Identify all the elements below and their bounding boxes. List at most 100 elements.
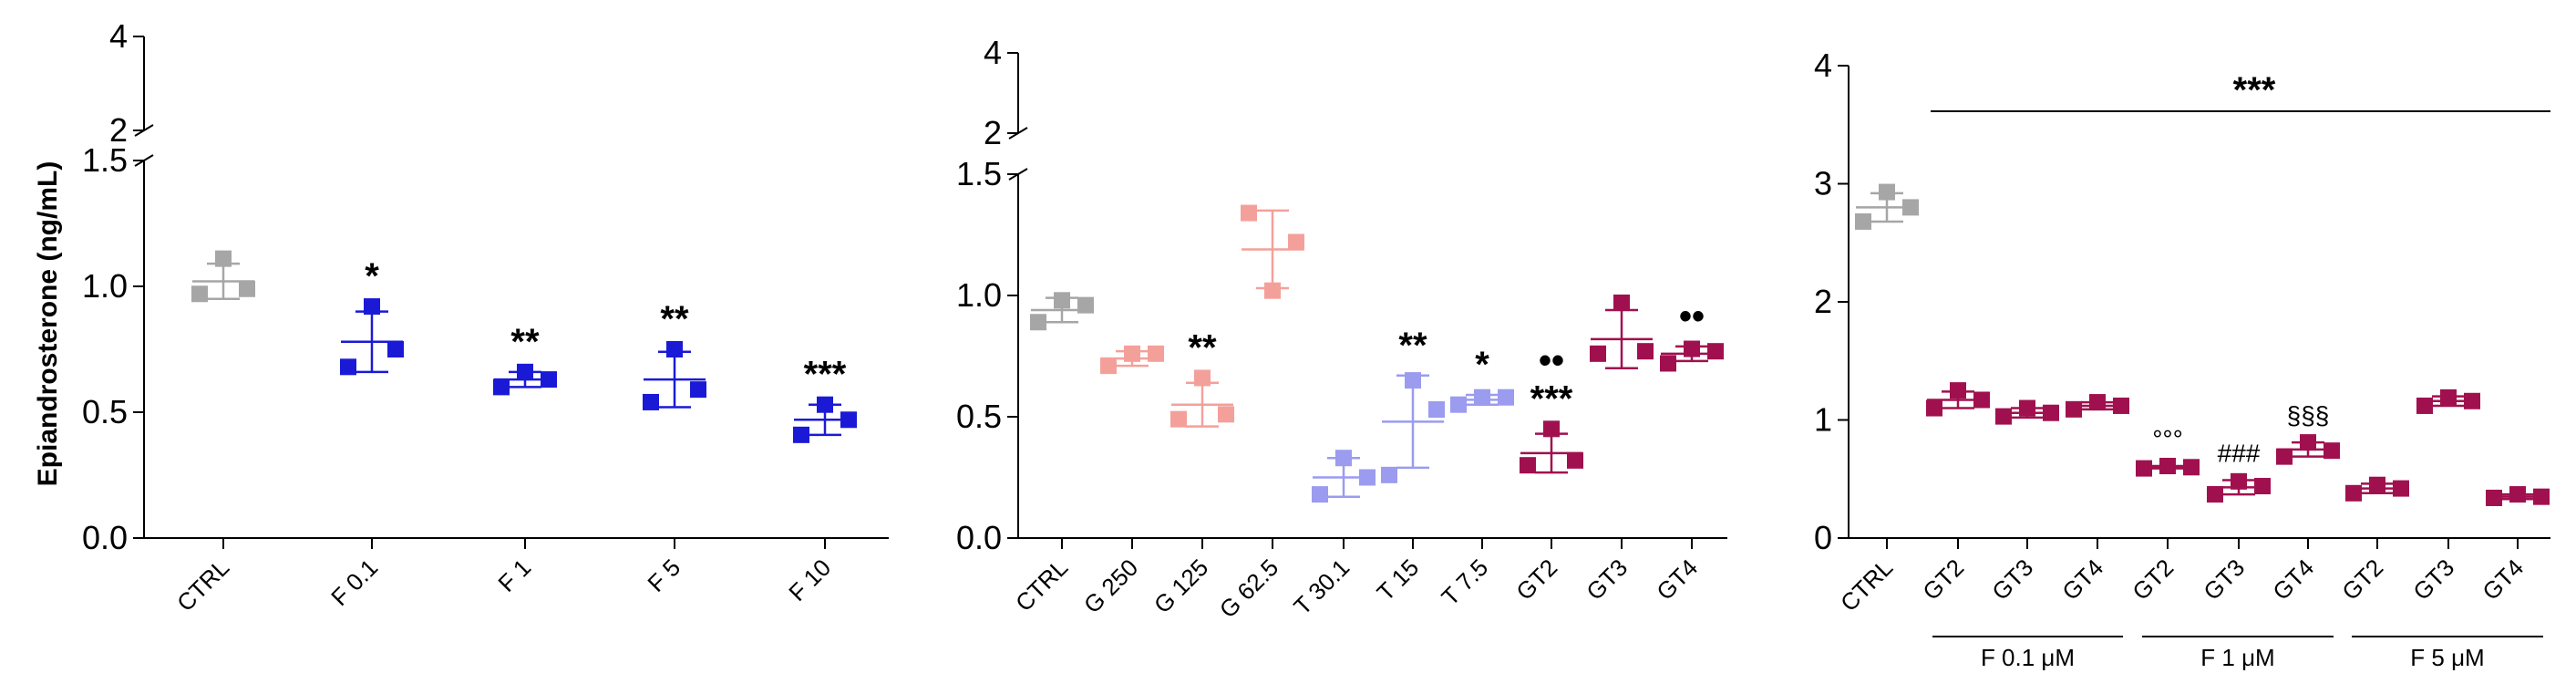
y-tick-label: 0.5 bbox=[82, 393, 128, 430]
x-tick-label: GT4 bbox=[2477, 554, 2529, 606]
data-point bbox=[239, 280, 255, 297]
y-tick-label: 3 bbox=[1814, 165, 1832, 202]
x-tick-label: GT2 bbox=[2127, 554, 2179, 606]
data-point bbox=[2089, 394, 2106, 411]
data-point bbox=[1498, 388, 1514, 406]
x-tick-label: CTRL bbox=[1010, 554, 1073, 616]
x-tick-label: GT4 bbox=[2267, 554, 2319, 606]
x-tick-label: T 15 bbox=[1372, 554, 1425, 606]
x-tick-label: G 62.5 bbox=[1214, 554, 1283, 623]
data-point bbox=[1543, 420, 1560, 438]
data-point bbox=[2043, 404, 2059, 421]
data-point bbox=[1520, 457, 1536, 474]
x-tick-label: GT3 bbox=[2198, 554, 2250, 606]
data-point bbox=[1637, 343, 1654, 360]
y-tick-label: 4 bbox=[984, 34, 1002, 71]
data-point bbox=[2183, 459, 2200, 476]
data-point bbox=[666, 341, 683, 357]
data-point bbox=[1973, 391, 1990, 409]
y-tick-label: 4 bbox=[1814, 47, 1832, 84]
data-point bbox=[1474, 388, 1490, 406]
data-point bbox=[1288, 233, 1304, 251]
data-point bbox=[643, 393, 659, 410]
significance-label: ** bbox=[510, 322, 540, 362]
x-tick-label: GT2 bbox=[2336, 554, 2388, 606]
x-tick-label: CTRL bbox=[171, 554, 234, 616]
significance-label: ### bbox=[2218, 440, 2261, 468]
y-tick-label: 4 bbox=[109, 17, 128, 55]
data-point bbox=[1855, 212, 1871, 230]
data-point bbox=[387, 341, 404, 357]
significance-label: * bbox=[365, 256, 379, 296]
y-tick-label: 2 bbox=[109, 111, 128, 149]
data-point bbox=[1684, 340, 1700, 357]
significance-label: *** bbox=[1530, 378, 1573, 419]
data-point bbox=[1950, 382, 1966, 399]
y-tick-label: 1.0 bbox=[82, 267, 128, 305]
data-point bbox=[1359, 469, 1376, 486]
bracket-label: *** bbox=[2233, 70, 2276, 110]
data-point bbox=[2324, 442, 2340, 460]
data-point bbox=[1567, 451, 1583, 469]
x-tick-label: GT2 bbox=[1510, 554, 1562, 606]
significance-label: ** bbox=[1398, 326, 1427, 366]
data-point bbox=[817, 396, 833, 413]
y-axis-label: Epiandrosterone (ng/mL) bbox=[33, 161, 63, 487]
data-point bbox=[1030, 314, 1046, 331]
data-point bbox=[1879, 183, 1895, 201]
data-point bbox=[493, 378, 510, 396]
data-point bbox=[793, 426, 809, 443]
data-point bbox=[1590, 345, 1606, 362]
group-label: F 0.1 μM bbox=[1981, 644, 2075, 671]
data-point bbox=[1170, 410, 1187, 428]
y-tick-label: 0.0 bbox=[82, 519, 128, 556]
data-point bbox=[1194, 369, 1211, 387]
data-point bbox=[1381, 466, 1397, 483]
x-tick-label: GT3 bbox=[2407, 554, 2459, 606]
secondary-significance-label: •• bbox=[1539, 340, 1564, 380]
data-point bbox=[1124, 345, 1140, 362]
data-point bbox=[2136, 460, 2152, 477]
data-point bbox=[1995, 408, 2012, 425]
data-point bbox=[517, 363, 533, 380]
data-point bbox=[2231, 472, 2247, 490]
x-tick-label: GT3 bbox=[1581, 554, 1633, 606]
x-tick-label: CTRL bbox=[1835, 554, 1898, 616]
data-point bbox=[2440, 388, 2457, 406]
data-point bbox=[2066, 400, 2082, 418]
x-tick-label: GT4 bbox=[1651, 554, 1703, 606]
data-point bbox=[1241, 204, 1257, 222]
data-point bbox=[1660, 355, 1676, 372]
data-point bbox=[2159, 458, 2176, 475]
data-point bbox=[191, 285, 208, 303]
x-tick-label: F 10 bbox=[783, 554, 836, 606]
data-point bbox=[1054, 292, 1070, 309]
y-tick-label: 2 bbox=[984, 114, 1002, 151]
data-point bbox=[840, 411, 857, 429]
data-point bbox=[2509, 486, 2526, 503]
data-point bbox=[541, 371, 557, 388]
x-tick-label: F 0.1 bbox=[325, 554, 383, 611]
y-tick-label: 1 bbox=[1814, 401, 1832, 439]
data-point bbox=[364, 298, 380, 316]
x-tick-label: GT2 bbox=[1917, 554, 1969, 606]
data-point bbox=[1148, 345, 1164, 362]
x-tick-label: GT3 bbox=[1986, 554, 2038, 606]
data-point bbox=[215, 250, 232, 267]
x-tick-label: F 5 bbox=[642, 554, 685, 597]
x-tick-label: G 125 bbox=[1149, 554, 1213, 618]
x-tick-label: T 7.5 bbox=[1436, 554, 1493, 611]
data-point bbox=[1100, 357, 1117, 375]
data-point bbox=[1428, 401, 1445, 419]
data-point bbox=[2369, 476, 2385, 493]
data-point bbox=[2113, 397, 2129, 414]
data-point bbox=[1077, 296, 1094, 314]
data-point bbox=[2300, 434, 2316, 451]
data-point bbox=[340, 358, 356, 376]
data-point bbox=[2533, 488, 2550, 505]
data-point bbox=[1405, 372, 1421, 389]
group-label: F 1 μM bbox=[2200, 644, 2274, 671]
data-point bbox=[1312, 486, 1328, 503]
significance-label: ** bbox=[1188, 327, 1217, 368]
